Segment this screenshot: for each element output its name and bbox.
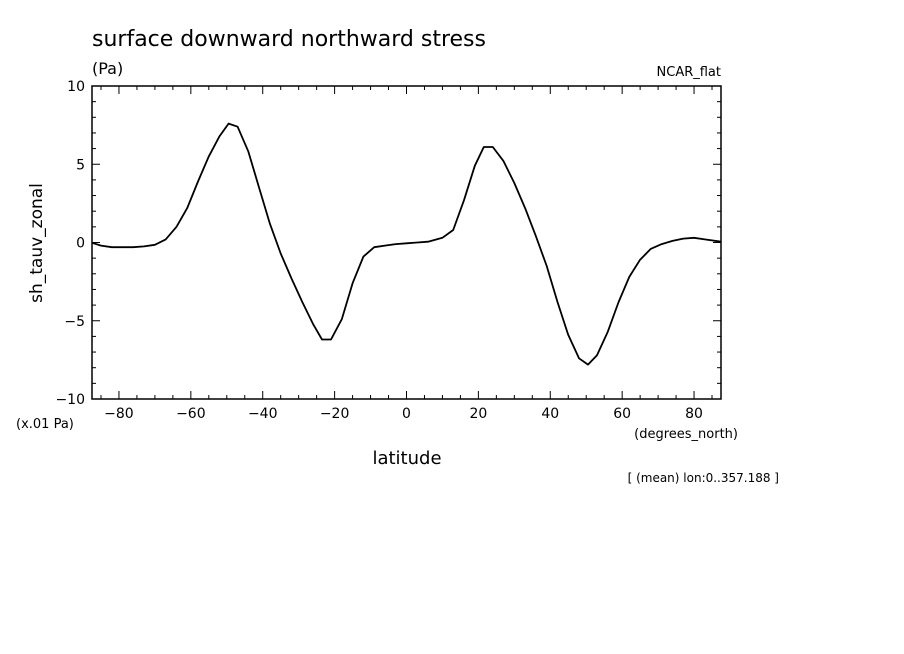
x-tick-label: 0 <box>402 406 411 422</box>
y-axis-label: sh_tauv_zonal <box>27 183 47 303</box>
chart-title: surface downward northward stress <box>92 27 486 52</box>
x-tick-label: 40 <box>541 406 559 422</box>
x-tick-label: 60 <box>613 406 631 422</box>
y-tick-label: −5 <box>64 314 85 330</box>
x-tick-label: −20 <box>320 406 350 422</box>
x-axis-label: latitude <box>372 448 441 469</box>
units-label: (Pa) <box>92 59 123 78</box>
y-tick-labels: −10 −5 0 5 10 <box>55 79 85 408</box>
y-tick-label: 5 <box>76 157 85 173</box>
x-tick-label: −80 <box>104 406 134 422</box>
x-tick-label: −60 <box>176 406 206 422</box>
x-units-label: (degrees_north) <box>634 427 738 442</box>
y-multiplier-label: (x.01 Pa) <box>16 417 74 432</box>
plot-area <box>91 85 722 400</box>
x-tick-label: 80 <box>685 406 703 422</box>
y-tick-label: −10 <box>55 392 85 408</box>
x-tick-label: 20 <box>469 406 487 422</box>
axis-ticks <box>92 85 721 400</box>
series-line <box>91 122 722 366</box>
x-tick-label: −40 <box>248 406 278 422</box>
series-layer <box>91 122 722 366</box>
footnote: [ (mean) lon:0..357.188 ] <box>628 471 779 485</box>
y-tick-label: 10 <box>67 79 85 95</box>
dataset-label: NCAR_flat <box>657 65 721 80</box>
x-tick-labels: −80 −60 −40 −20 0 20 40 60 80 <box>104 406 703 422</box>
y-tick-label: 0 <box>76 236 85 252</box>
